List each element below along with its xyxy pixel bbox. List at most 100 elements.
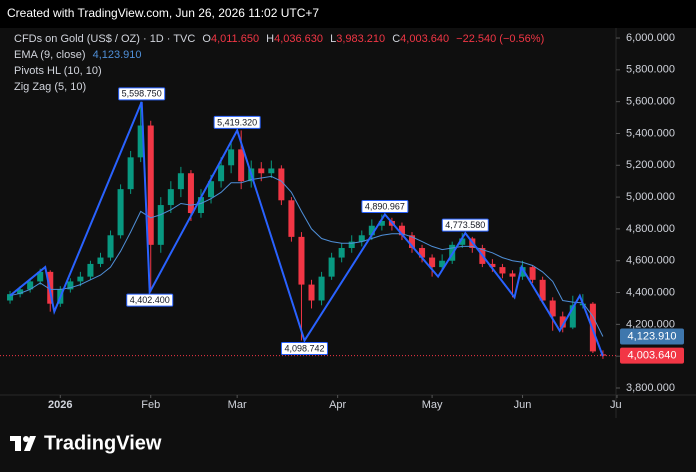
legend-indicator: Zig Zag (5, 10) bbox=[14, 81, 86, 93]
logo-shape bbox=[24, 436, 36, 451]
candle-body bbox=[218, 165, 225, 182]
candle-body bbox=[439, 260, 446, 268]
candle-body bbox=[17, 289, 24, 295]
pivot-label: 4,402.400 bbox=[130, 295, 170, 305]
ema-line bbox=[9, 175, 604, 337]
candle-body bbox=[127, 157, 134, 190]
candle-body bbox=[348, 241, 355, 249]
candle-body bbox=[398, 225, 405, 236]
candle-body bbox=[338, 248, 345, 258]
pivot-label-box bbox=[213, 115, 261, 129]
candle-body bbox=[7, 294, 14, 301]
x-tick-label: Apr bbox=[329, 399, 346, 411]
legend-ema: EMA (9, close) 4,123.910 bbox=[14, 49, 142, 61]
pivot-label-box bbox=[441, 218, 489, 232]
candle-body bbox=[419, 248, 426, 258]
ohlc-value: 3,983.210 bbox=[336, 33, 385, 45]
y-tick-label: 6,000.000 bbox=[626, 32, 675, 44]
y-tick-label: 4,600.000 bbox=[626, 255, 675, 267]
candle-body bbox=[177, 173, 184, 190]
x-tick-label: May bbox=[422, 399, 443, 411]
candle-body bbox=[167, 189, 174, 206]
ohlc-label: O bbox=[202, 33, 211, 45]
pivot-label-box bbox=[126, 293, 174, 307]
top-bar bbox=[0, 0, 696, 28]
y-tick-label: 5,000.000 bbox=[626, 191, 675, 203]
candle-body bbox=[288, 200, 295, 237]
ema-value: 4,123.910 bbox=[93, 49, 142, 61]
legend-indicator: Pivots HL (10, 10) bbox=[14, 65, 102, 77]
candle-body bbox=[77, 276, 84, 282]
candle-body bbox=[559, 316, 566, 328]
pivot-label-box bbox=[118, 87, 166, 101]
pivot-label-box bbox=[280, 341, 328, 355]
candle-body bbox=[368, 225, 375, 236]
pivot-label: 4,773.580 bbox=[445, 220, 485, 230]
y-tick-label: 5,200.000 bbox=[626, 159, 675, 171]
ohlc-value: 4,036.630 bbox=[274, 33, 323, 45]
ohlc-label: H bbox=[266, 33, 274, 45]
pivot-label: 4,890.967 bbox=[365, 201, 405, 211]
candle-body bbox=[157, 205, 164, 245]
candle-body bbox=[328, 257, 335, 277]
candle-body bbox=[97, 257, 104, 264]
candle-body bbox=[459, 238, 466, 245]
x-axis: 2026 Feb Mar Apr May Jun Jul bbox=[48, 395, 624, 411]
pivot-label: 5,419.320 bbox=[217, 117, 257, 127]
y-tick-label: 5,800.000 bbox=[626, 64, 675, 76]
y-tick-label: 5,400.000 bbox=[626, 127, 675, 139]
candle-body bbox=[569, 305, 576, 328]
candle-body bbox=[147, 125, 154, 245]
y-axis: 3,800.0004,000.0004,200.0004,400.0004,60… bbox=[616, 32, 684, 394]
y-tick-label: 4,200.000 bbox=[626, 318, 675, 330]
candle-body bbox=[278, 168, 285, 201]
candle-body bbox=[37, 271, 44, 282]
logo-shape bbox=[15, 436, 21, 451]
candle-body bbox=[489, 263, 496, 268]
candle-body bbox=[378, 220, 385, 226]
pivot-label: 5,598.750 bbox=[122, 89, 162, 99]
candle-body bbox=[519, 267, 526, 277]
pivot-label-box bbox=[361, 199, 409, 213]
x-tick-label: Feb bbox=[141, 399, 160, 411]
zigzag-line bbox=[9, 101, 604, 357]
candle-body bbox=[499, 267, 506, 274]
candle-body bbox=[429, 257, 436, 268]
candle-body bbox=[238, 149, 245, 182]
candle-body bbox=[549, 300, 556, 317]
y-tick-label: 3,800.000 bbox=[626, 382, 675, 394]
ohlc-label: C bbox=[392, 33, 400, 45]
brand: TradingView bbox=[44, 432, 162, 454]
candle-body bbox=[308, 284, 315, 301]
y-tick-label: 4,800.000 bbox=[626, 223, 675, 235]
pivot-label: 4,098.742 bbox=[284, 343, 324, 353]
x-tick-label: Mar bbox=[228, 399, 247, 411]
last-price-label: 4,003.640 bbox=[628, 350, 677, 362]
candle-body bbox=[208, 181, 215, 198]
ohlc-label: L bbox=[330, 33, 336, 45]
candle-body bbox=[107, 235, 114, 258]
legend: CFDs on Gold (US$ / OZ) · 1D · TVC O4,01… bbox=[14, 33, 544, 93]
candle-body bbox=[318, 276, 325, 301]
candle-body bbox=[87, 263, 94, 277]
plot bbox=[0, 101, 616, 359]
candle-body bbox=[408, 235, 416, 249]
ema-price-box bbox=[620, 328, 684, 345]
ema-price-label: 4,123.910 bbox=[628, 330, 677, 342]
x-tick-label: Jul bbox=[610, 399, 624, 411]
candle-body bbox=[539, 279, 546, 301]
last-price-box bbox=[620, 347, 684, 364]
candle-body bbox=[268, 168, 275, 174]
candle-body bbox=[197, 197, 204, 214]
y-tick-label: 4,400.000 bbox=[626, 286, 675, 298]
ohlc-value: 4,003.640 bbox=[400, 33, 449, 45]
candle-body bbox=[298, 236, 305, 285]
candle-body bbox=[187, 173, 194, 214]
change: −22.540 (−0.56%) bbox=[456, 33, 544, 45]
logo-shape bbox=[23, 436, 29, 442]
candle-body bbox=[67, 281, 74, 290]
candle-body bbox=[27, 281, 34, 290]
candle-body bbox=[529, 267, 536, 280]
legend-symbol: CFDs on Gold (US$ / OZ) · 1D · TVC O4,01… bbox=[14, 33, 544, 45]
